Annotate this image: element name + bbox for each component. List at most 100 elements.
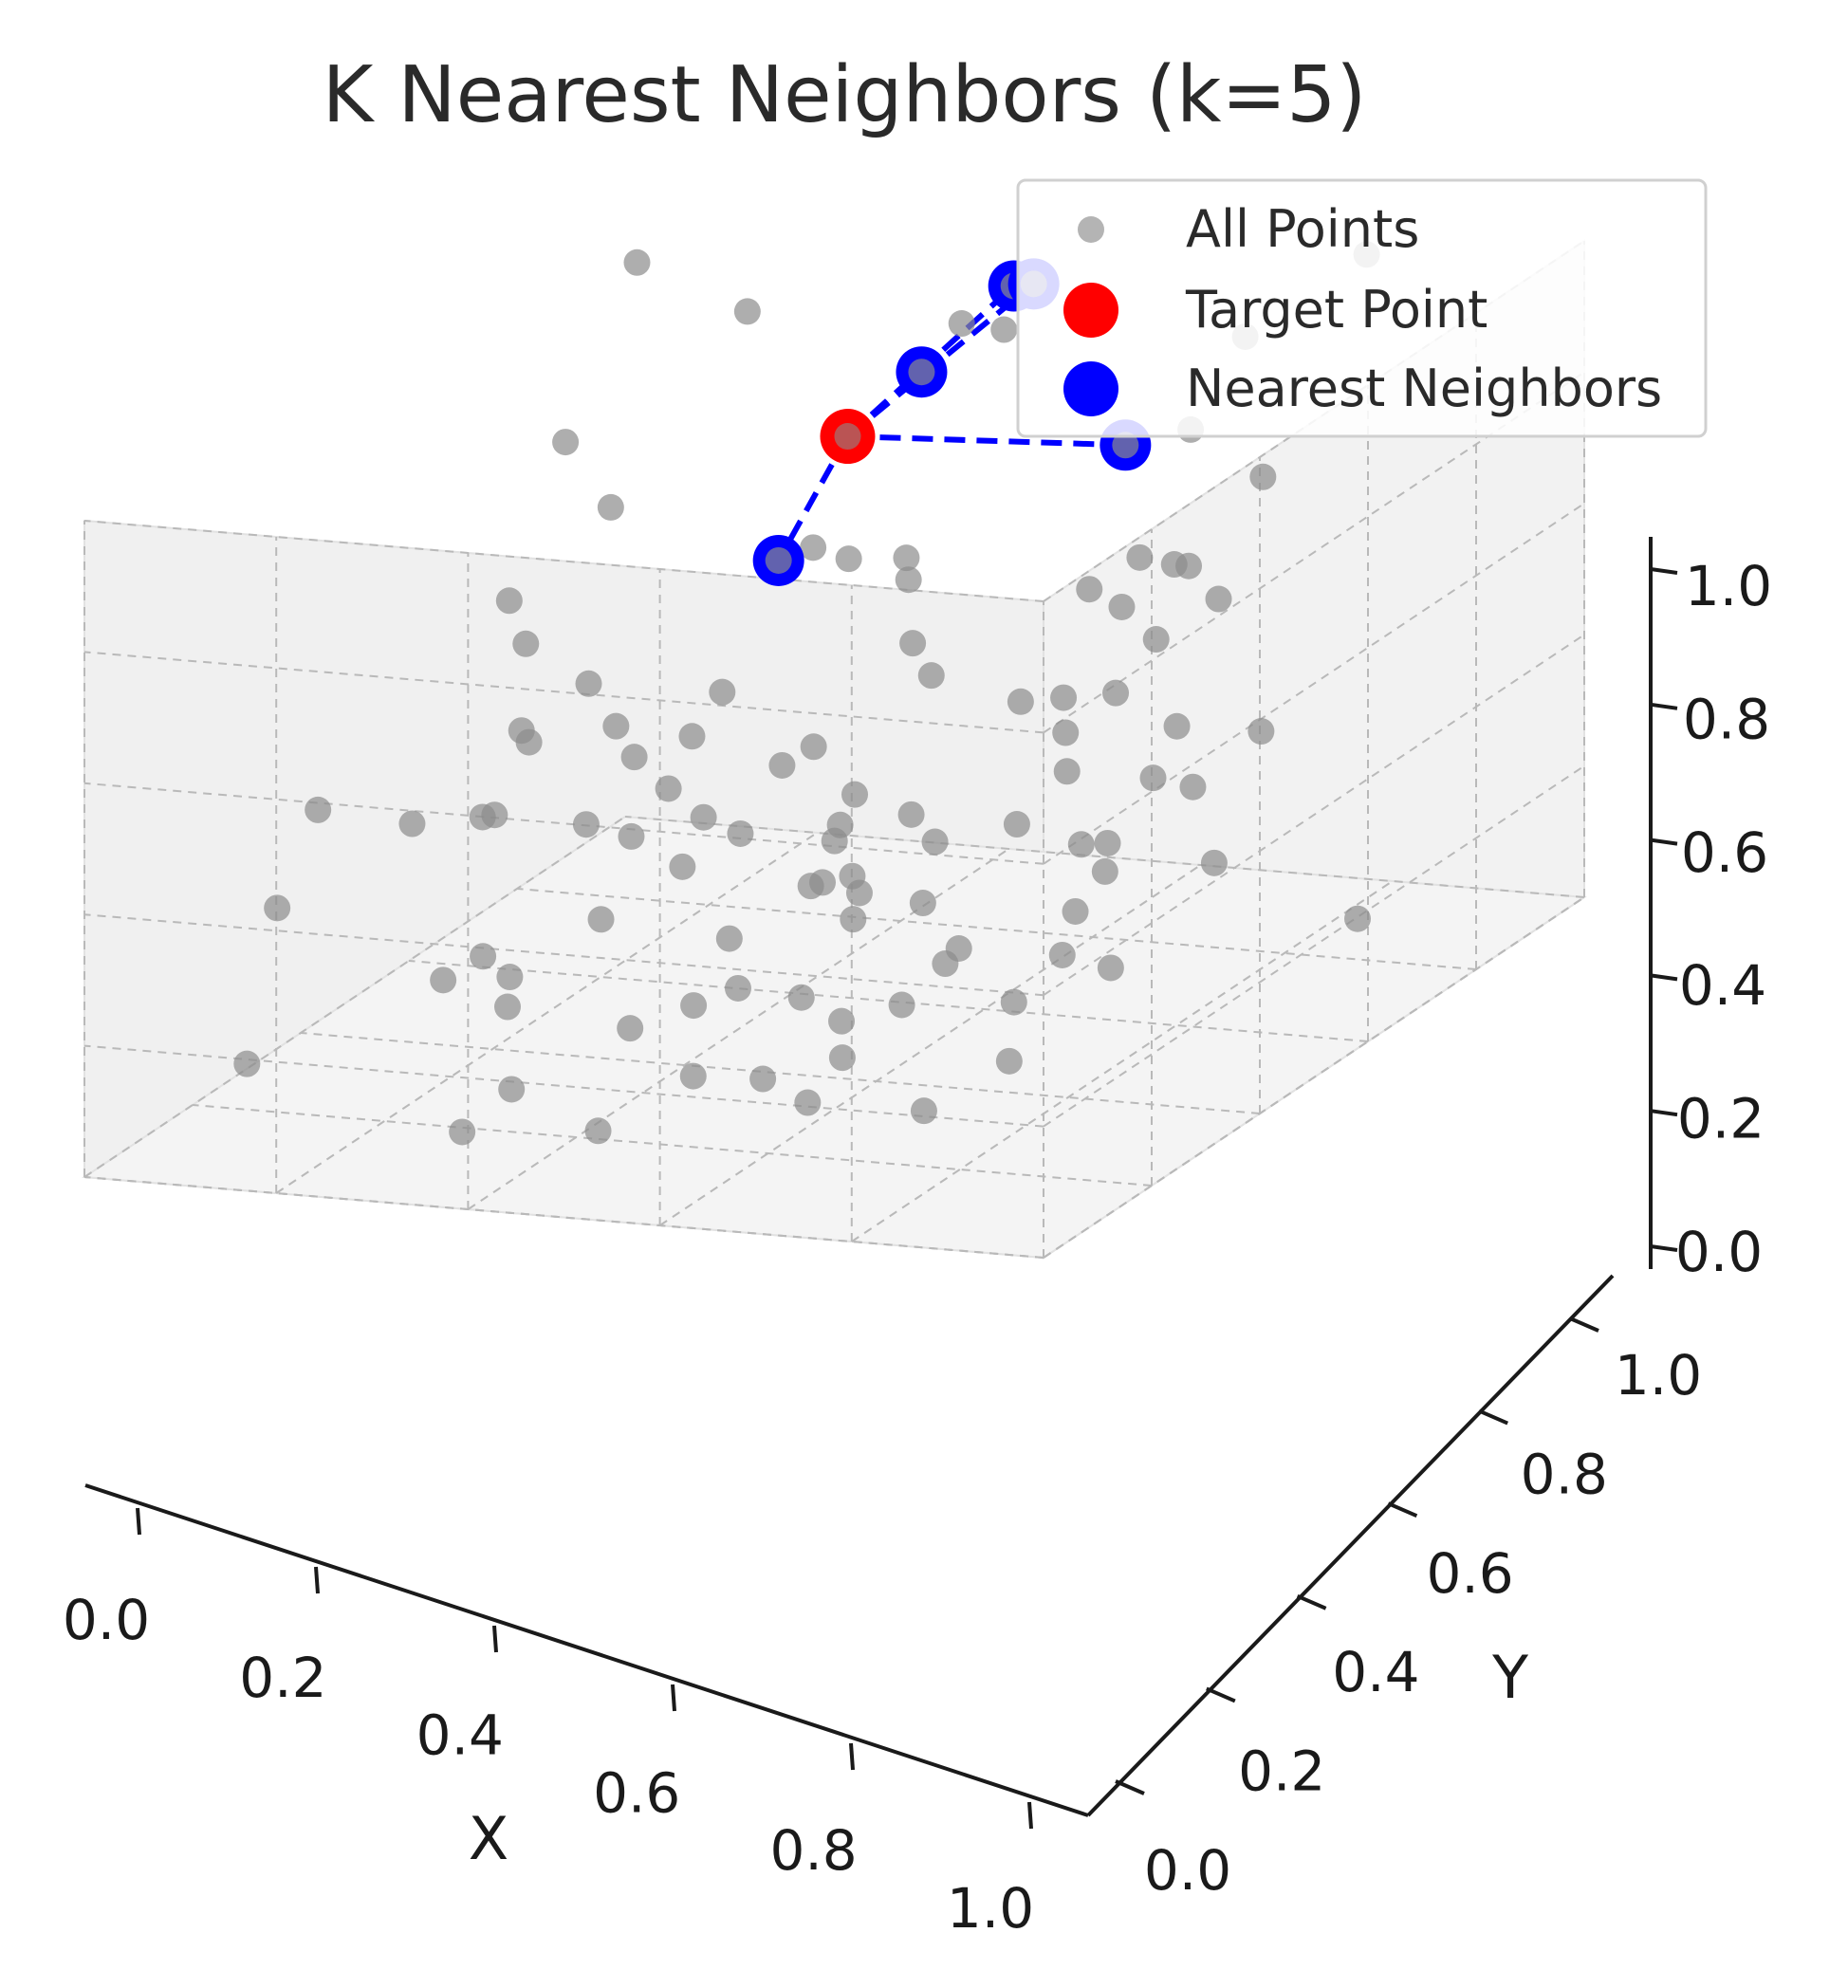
grid-yz-z-1 <box>1043 764 1585 1128</box>
scatter-point-83 <box>1052 719 1080 746</box>
scatter-point-20 <box>587 906 615 933</box>
scatter-point-78 <box>680 992 708 1020</box>
scatter-point-60 <box>809 869 837 896</box>
scatter-point-33 <box>1247 718 1275 746</box>
x-tick-mark-1 <box>314 1566 320 1594</box>
scatter-point-25 <box>1097 954 1124 982</box>
x-tick-label-2: 0.4 <box>416 1703 504 1768</box>
x-axis-line <box>84 1483 1089 1817</box>
scatter-point-67 <box>826 811 854 838</box>
scatter-point-51 <box>1091 857 1118 885</box>
scatter-point-0 <box>1249 463 1277 490</box>
scatter-point-75 <box>828 1044 856 1072</box>
scatter-point-34 <box>1344 905 1372 932</box>
legend-box <box>1016 178 1708 438</box>
scatter-point-86 <box>515 728 543 756</box>
grid-floor-x-2 <box>659 864 1202 1226</box>
scatter-point-32 <box>897 801 925 828</box>
scatter-point-35 <box>1179 773 1207 801</box>
scatter-point-87 <box>945 935 972 962</box>
y-tick-mark-3 <box>1387 1501 1418 1519</box>
legend-marker-neighbors <box>1063 361 1118 416</box>
scatter-point-15 <box>655 775 682 802</box>
y-tick-mark-1 <box>1206 1686 1236 1703</box>
legend-label-neighbors: Nearest Neighbors <box>1186 359 1662 418</box>
scatter-point-70 <box>840 906 867 933</box>
axes-panes <box>82 239 1587 1260</box>
scatter-point-47 <box>1163 712 1191 740</box>
neighbor-underlying-point-3 <box>765 546 792 574</box>
scatter-point-30 <box>1200 849 1228 876</box>
scatter-point-90 <box>910 1097 937 1125</box>
x-axis-label: X <box>469 1804 508 1873</box>
z-tick-mark-2 <box>1650 973 1678 982</box>
x-tick-mark-3 <box>671 1684 676 1712</box>
z-tick-label-4: 0.8 <box>1683 687 1770 751</box>
scatter-point-28 <box>921 828 949 856</box>
x-tick-label-3: 0.6 <box>593 1760 680 1825</box>
scatter-point-24 <box>835 545 862 573</box>
grid-floor-x-3 <box>467 848 1009 1210</box>
scatter-point-82 <box>233 1050 261 1077</box>
scatter-point-97 <box>623 248 651 276</box>
scatter-point-48 <box>715 925 743 952</box>
legend-marker-all-points <box>1078 216 1104 243</box>
scatter-point-69 <box>678 723 706 750</box>
scatter-point-71 <box>470 943 497 970</box>
scatter-point-74 <box>618 822 645 850</box>
grid-yz-z-4 <box>1043 371 1585 734</box>
scatter-point-52 <box>620 744 648 771</box>
neighbor-connector-3 <box>776 434 851 562</box>
scatter-point-63 <box>794 1089 822 1116</box>
z-tick-label-0: 0.0 <box>1675 1220 1763 1284</box>
scatter-point-43 <box>733 298 761 325</box>
grid-floor-x-1 <box>851 880 1394 1242</box>
z-tick-mark-5 <box>1650 567 1678 575</box>
scatter-point-81 <box>1076 576 1103 603</box>
grid-yz-z-2 <box>1043 634 1585 997</box>
scatter-point-66 <box>917 662 945 690</box>
legend: All Points Target Point Nearest Neighbor… <box>1016 178 1708 438</box>
scatter-point-10 <box>669 853 696 880</box>
scatter-point-4 <box>1139 764 1167 792</box>
scatter-point-39 <box>787 984 815 1011</box>
y-tick-label-4: 0.8 <box>1521 1442 1608 1506</box>
scatter-point-92 <box>1142 626 1170 653</box>
scatter-point-5 <box>1126 543 1154 571</box>
scatter-point-38 <box>724 974 751 1002</box>
scatter-point-93 <box>839 862 866 890</box>
chart-title: K Nearest Neighbors (k=5) <box>323 50 1367 140</box>
scatter-point-91 <box>828 1007 856 1035</box>
scatter-point-49 <box>888 991 915 1019</box>
scatter-point-76 <box>995 1047 1023 1075</box>
scatter-point-11 <box>512 630 540 657</box>
x-tick-mark-0 <box>136 1507 141 1536</box>
z-tick-mark-1 <box>1650 1109 1678 1117</box>
scatter-point-99 <box>552 429 580 456</box>
scatter-point-31 <box>800 733 827 761</box>
scatter-point-42 <box>305 796 332 823</box>
y-tick-mark-5 <box>1569 1316 1599 1333</box>
scatter-point-26 <box>1094 829 1121 856</box>
scatter-point-88 <box>264 894 291 922</box>
x-tick-label-5: 1.0 <box>947 1876 1034 1941</box>
z-tick-label-3: 0.6 <box>1681 820 1768 885</box>
scatter-point-73 <box>495 587 523 615</box>
target-underlying-point <box>834 423 861 451</box>
scatter-point-41 <box>496 964 524 991</box>
scatter-point-61 <box>1007 688 1034 715</box>
scatter-point-80 <box>469 803 496 831</box>
scatter-point-21 <box>597 493 624 521</box>
y-tick-label-3: 0.6 <box>1426 1541 1513 1606</box>
legend-label-all-points: All Points <box>1186 199 1419 259</box>
y-tick-label-2: 0.4 <box>1332 1640 1419 1704</box>
scatter-point-55 <box>398 810 426 838</box>
scatter-point-77 <box>1062 897 1089 925</box>
scatter-point-45 <box>679 1062 707 1090</box>
neighbor-connector-2 <box>847 433 1126 449</box>
scatter-point-23 <box>899 630 927 657</box>
y-axis-line <box>1086 1274 1615 1817</box>
y-tick-label-0: 0.0 <box>1144 1838 1231 1903</box>
x-tick-mark-5 <box>1027 1801 1033 1830</box>
x-tick-label-1: 0.2 <box>239 1646 326 1710</box>
